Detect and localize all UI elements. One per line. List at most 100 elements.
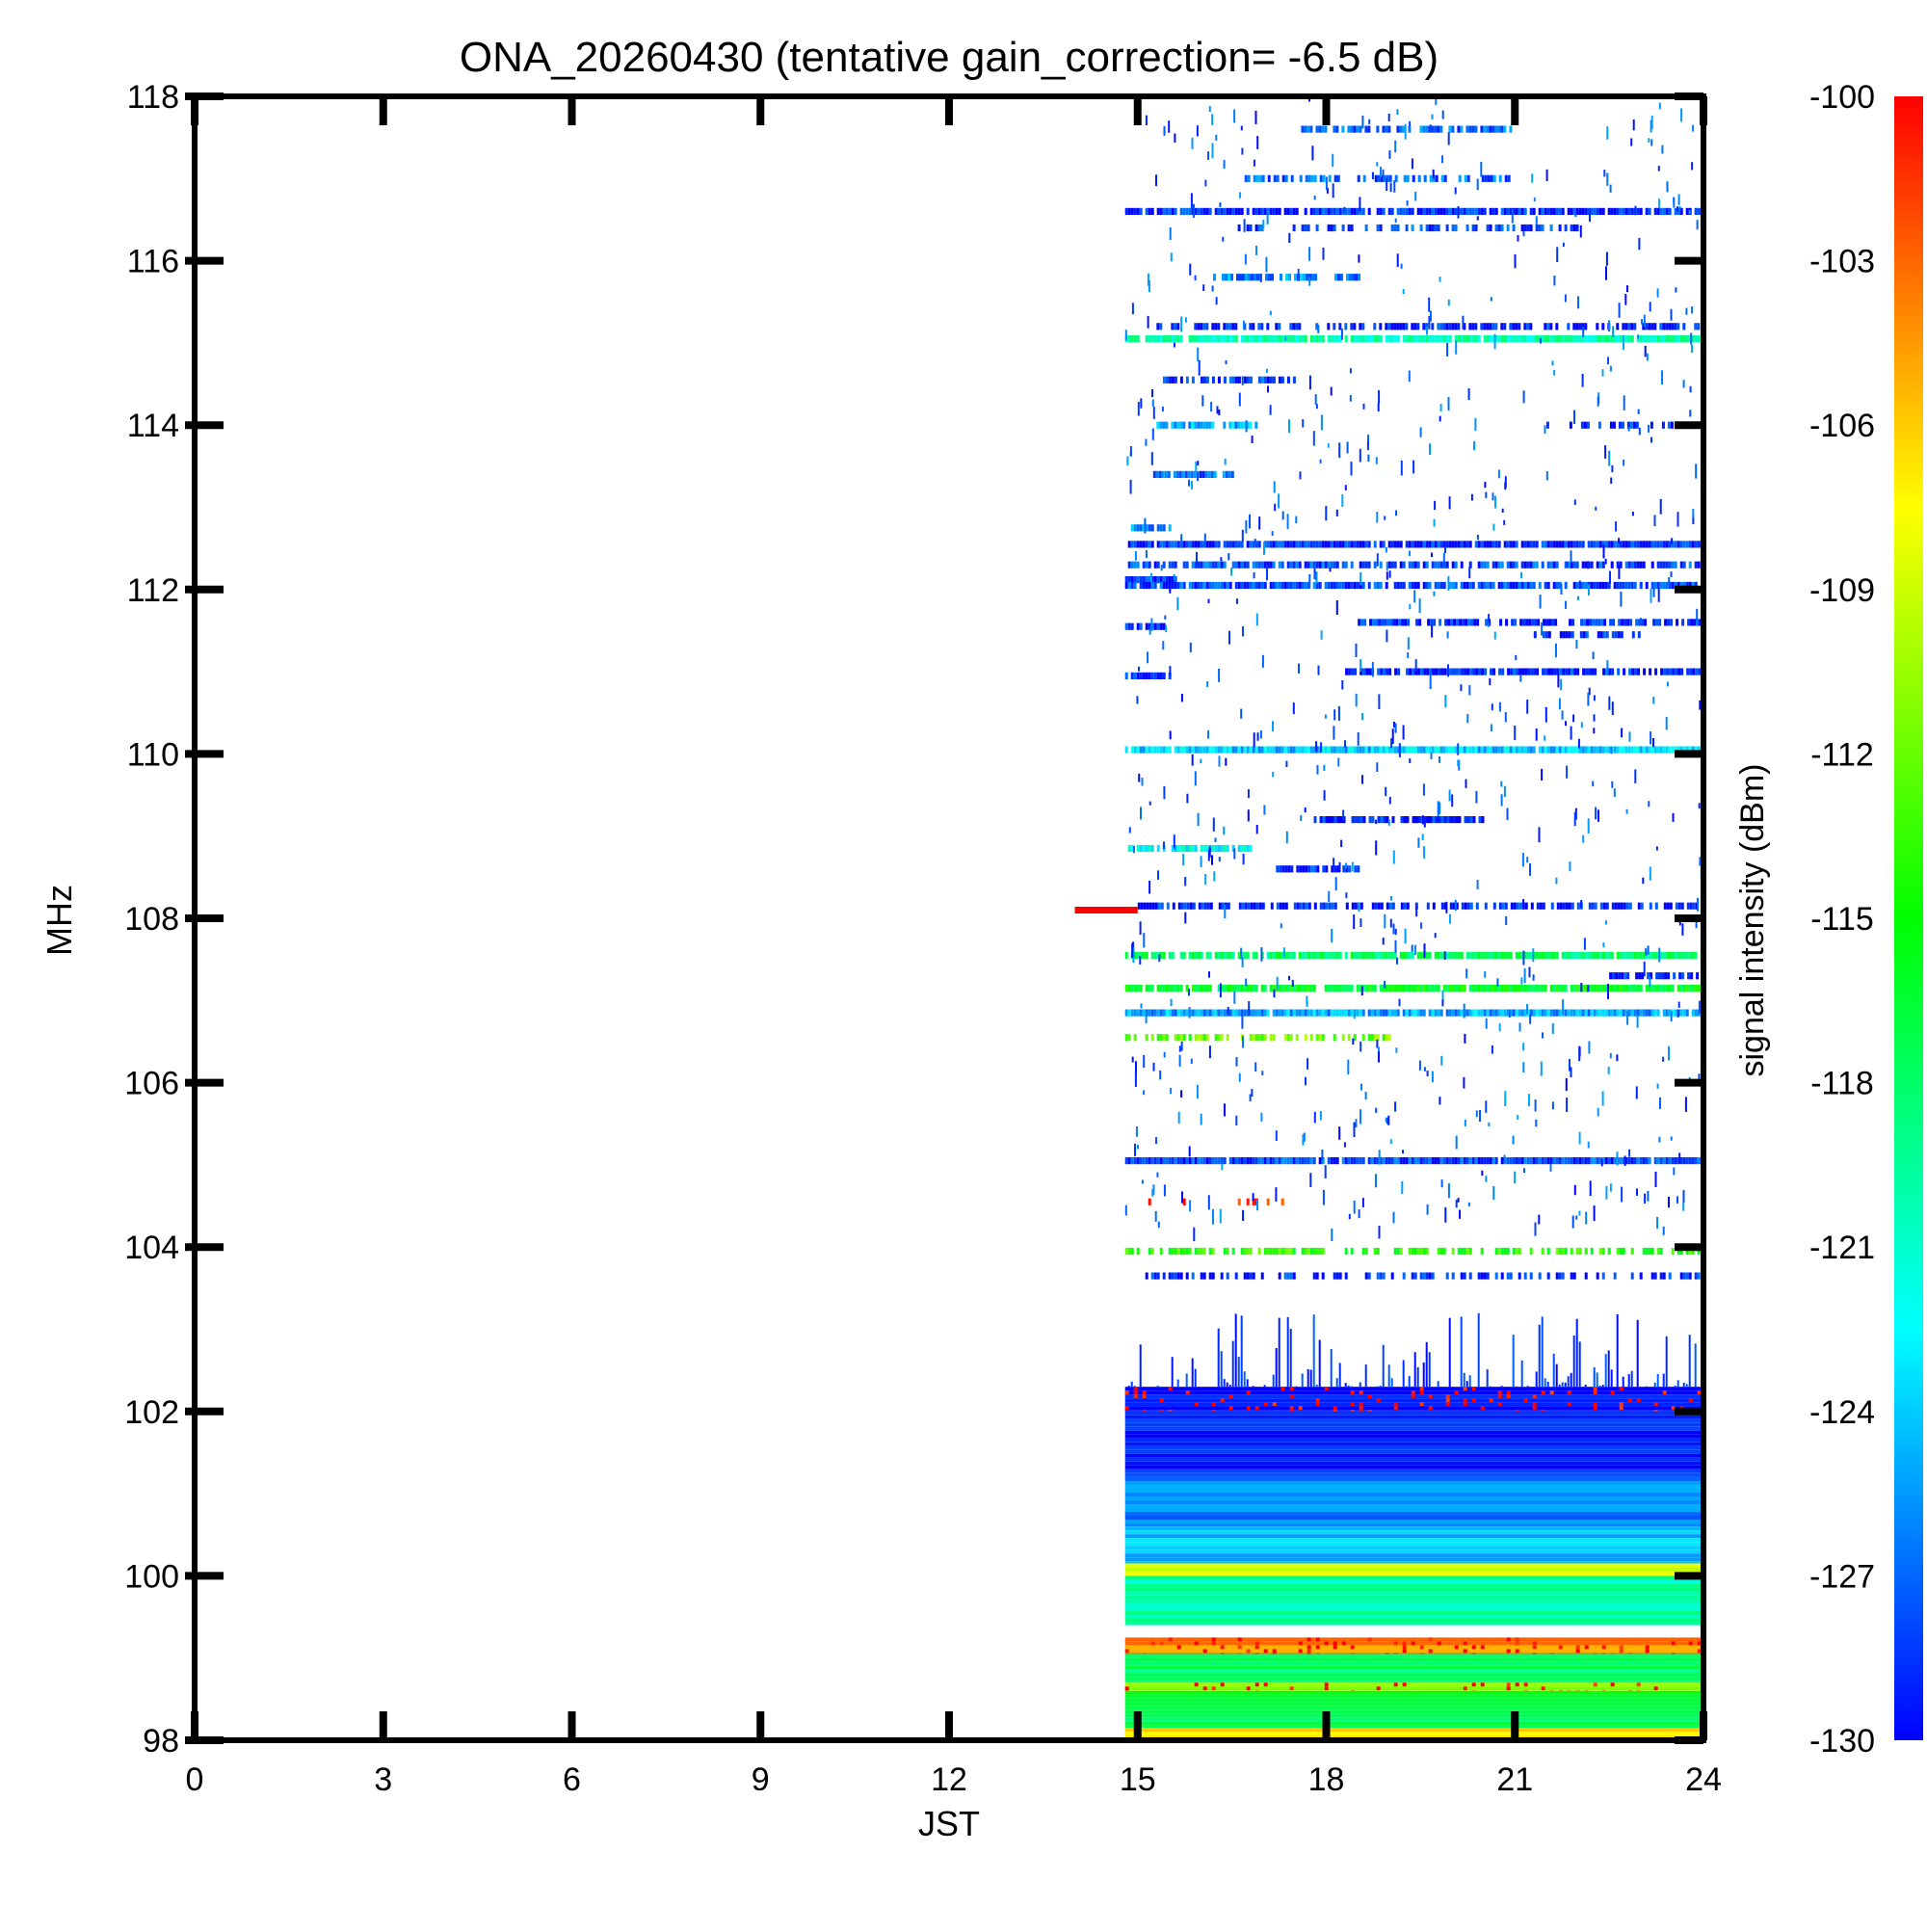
signal-band-cell: [1198, 1248, 1201, 1255]
signal-band-cell: [1186, 541, 1189, 547]
noise-spot: [1125, 1406, 1129, 1410]
signal-band-cell: [1226, 471, 1228, 478]
scatter-dash: [1671, 538, 1673, 544]
signal-band-cell: [1469, 335, 1472, 342]
scatter-dash: [1501, 794, 1503, 806]
signal-band-cell: [1392, 903, 1395, 910]
signal-band-cell: [1244, 1273, 1247, 1280]
scatter-dash: [1689, 210, 1691, 214]
signal-band-cell: [1429, 225, 1432, 231]
noise-spot: [1620, 1649, 1623, 1653]
signal-band-cell: [1125, 623, 1128, 630]
signal-band-cell: [1542, 562, 1544, 569]
signal-band-cell: [1446, 747, 1449, 754]
signal-band-cell: [1615, 972, 1618, 979]
noise-spot: [1585, 1645, 1589, 1649]
noise-spot: [1307, 1653, 1311, 1654]
noise-spike: [1464, 1373, 1465, 1388]
noise-spike: [1391, 1378, 1393, 1387]
noise-row: [1125, 1454, 1703, 1458]
signal-band-cell: [1641, 903, 1644, 910]
signal-band-cell: [1359, 747, 1362, 754]
signal-band-cell: [1195, 335, 1198, 342]
signal-band-cell: [1229, 335, 1232, 342]
signal-band-cell: [1188, 422, 1191, 429]
scatter-dash: [1226, 360, 1227, 364]
signal-band-cell: [1521, 562, 1524, 569]
signal-band-cell: [1212, 335, 1215, 342]
signal-band-cell: [1573, 225, 1576, 231]
signal-band-cell: [1461, 541, 1464, 547]
scatter-dash: [1300, 815, 1302, 821]
signal-band-cell: [1348, 582, 1351, 589]
signal-band-cell: [1481, 952, 1484, 959]
signal-band-cell: [1455, 225, 1458, 231]
signal-band-cell: [1486, 126, 1489, 133]
scatter-dash: [1246, 420, 1248, 432]
signal-band-cell: [1396, 126, 1399, 133]
signal-band-cell: [1614, 985, 1617, 992]
scatter-dash: [1560, 679, 1562, 691]
signal-band-cell: [1131, 524, 1134, 531]
signal-band-cell: [1586, 631, 1589, 638]
signal-band-cell: [1573, 985, 1576, 992]
scatter-dash: [1565, 295, 1567, 303]
noise-spot: [1594, 1653, 1597, 1654]
signal-band-cell: [1651, 952, 1654, 959]
noise-row: [1125, 1707, 1703, 1710]
scatter-dash: [1254, 572, 1255, 578]
noise-row: [1125, 1557, 1703, 1561]
signal-band-cell: [1461, 582, 1464, 589]
signal-band-cell: [1518, 1157, 1521, 1164]
signal-band-cell: [1514, 619, 1517, 625]
signal-band-cell: [1351, 335, 1354, 342]
scatter-dash: [1658, 166, 1660, 172]
scatter-dash: [1606, 172, 1608, 185]
signal-band-cell: [1187, 903, 1190, 910]
signal-band-cell: [1258, 225, 1261, 231]
signal-band-cell: [1314, 903, 1317, 910]
signal-band-cell: [1368, 1157, 1371, 1164]
signal-band-cell: [1466, 225, 1469, 231]
signal-band-cell: [1669, 582, 1672, 589]
signal-band-cell: [1284, 985, 1287, 992]
signal-band-cell: [1166, 1034, 1169, 1041]
signal-band-cell: [1309, 126, 1312, 133]
signal-band-cell: [1617, 335, 1620, 342]
signal-band-cell: [1674, 323, 1676, 330]
scatter-dash: [1456, 1200, 1458, 1207]
signal-band-cell: [1550, 747, 1553, 754]
scatter-dash: [1587, 985, 1589, 992]
scatter-dash: [1236, 1057, 1238, 1067]
scatter-dash: [1207, 151, 1209, 160]
signal-band-cell: [1556, 582, 1559, 589]
scatter-dash: [1394, 141, 1396, 153]
scatter-dash: [1308, 277, 1310, 285]
signal-band-cell: [1163, 747, 1166, 754]
scatter-dash: [1323, 248, 1325, 260]
signal-band-cell: [1192, 985, 1195, 992]
signal-band-cell: [1412, 816, 1415, 823]
scatter-dash: [1601, 1159, 1603, 1167]
signal-band-cell: [1542, 335, 1544, 342]
signal-band-cell: [1507, 952, 1510, 959]
signal-band-cell: [1599, 582, 1602, 589]
signal-band-cell: [1698, 669, 1701, 675]
signal-band-cell: [1208, 422, 1211, 429]
signal-band-cell: [1344, 323, 1347, 330]
scatter-dash: [1212, 285, 1214, 291]
signal-band-cell: [1325, 541, 1328, 547]
signal-band-cell: [1151, 582, 1154, 589]
signal-band-cell: [1677, 952, 1680, 959]
scatter-dash: [1386, 1118, 1388, 1125]
signal-band-cell: [1501, 669, 1504, 675]
signal-band-cell: [1148, 562, 1151, 569]
signal-band-cell: [1307, 541, 1310, 547]
scatter-dash: [1498, 470, 1500, 479]
signal-band-cell: [1505, 903, 1508, 910]
signal-band-cell: [1488, 175, 1491, 182]
signal-band-cell: [1273, 541, 1276, 547]
signal-band-cell: [1409, 582, 1412, 589]
signal-band-cell: [1244, 377, 1247, 384]
signal-band-cell: [1365, 541, 1368, 547]
